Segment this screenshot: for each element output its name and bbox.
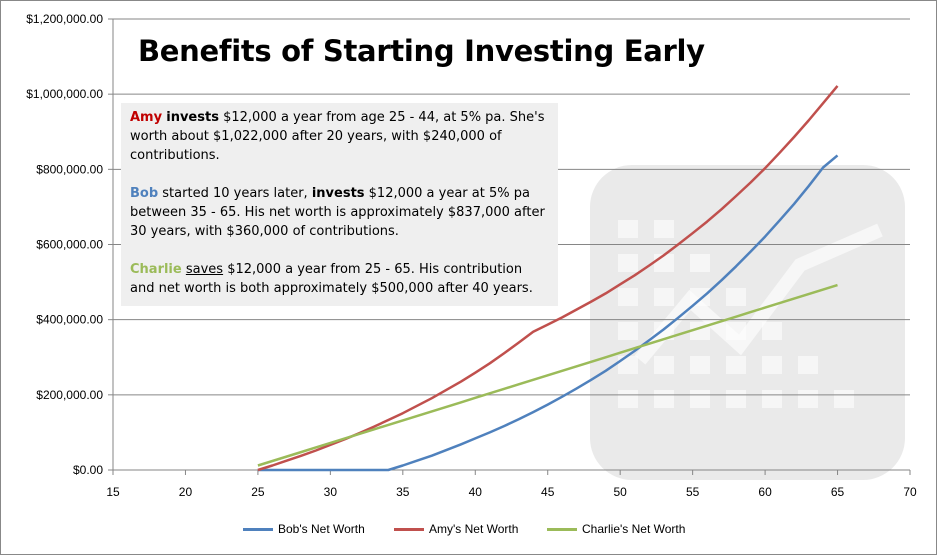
watermark-cell <box>690 390 710 408</box>
bob-name: Bob <box>130 186 159 201</box>
watermark-cell <box>690 356 710 374</box>
charlie-text: $12,000 a year from 25 - 65. His contrib… <box>130 262 533 296</box>
x-tick-label: 25 <box>251 485 265 499</box>
watermark-cell <box>762 390 782 408</box>
watermark-cell <box>798 390 818 408</box>
watermark-cell <box>726 390 746 408</box>
y-tick-label: $1,200,000.00 <box>26 12 103 26</box>
amy-note: Amy invests $12,000 a year from age 25 -… <box>130 108 550 165</box>
watermark-cell <box>618 356 638 374</box>
bob-text: $12,000 a year at 5% pa between 35 - 65.… <box>130 186 545 239</box>
x-tick-label: 35 <box>396 485 410 499</box>
x-axis-ticks: 15 20 25 30 35 40 45 50 55 60 65 70 <box>106 470 917 499</box>
legend-swatch-charlie <box>547 527 577 531</box>
y-tick-label: $800,000.00 <box>36 162 103 176</box>
bob-verb: invests <box>311 186 365 201</box>
y-tick-label: $1,000,000.00 <box>26 87 103 101</box>
y-tick-label: $0.00 <box>73 463 103 477</box>
legend: Bob's Net Worth Amy's Net Worth Charlie'… <box>0 522 937 538</box>
watermark-cell <box>618 322 638 340</box>
x-tick-label: 50 <box>614 485 628 499</box>
watermark-cell <box>618 254 638 272</box>
y-tick-label: $200,000.00 <box>36 388 103 402</box>
watermark-cell <box>654 390 674 408</box>
amy-name: Amy <box>130 110 163 125</box>
watermark-cell <box>654 356 674 374</box>
watermark-cell <box>726 288 746 306</box>
watermark-cell <box>798 356 818 374</box>
watermark-cell <box>618 220 638 238</box>
legend-item-charlie: Charlie's Net Worth <box>547 522 685 536</box>
x-tick-label: 15 <box>106 485 120 499</box>
y-axis-ticks: $0.00 $200,000.00 $400,000.00 $600,000.00 $8… <box>26 12 113 477</box>
y-tick-label: $400,000.00 <box>36 313 103 327</box>
x-tick-label: 20 <box>179 485 193 499</box>
bob-note: Bob started 10 years later, invests $12,… <box>130 184 550 241</box>
x-tick-label: 45 <box>541 485 555 499</box>
legend-item-bob: Bob's Net Worth <box>243 522 365 536</box>
x-tick-label: 70 <box>903 485 917 499</box>
legend-label-bob: Bob's Net Worth <box>278 522 365 536</box>
charlie-name: Charlie <box>130 262 182 277</box>
watermark-cell <box>690 254 710 272</box>
watermark-cell <box>834 390 854 408</box>
charlie-verb: saves <box>185 262 224 277</box>
amy-verb: invests <box>166 110 219 125</box>
amy-text: $12,000 a year from age 25 - 44, at 5% p… <box>130 110 545 163</box>
watermark-cell <box>726 356 746 374</box>
series-lines <box>257 85 839 472</box>
charlie-net-worth-line <box>257 283 838 467</box>
chart-title: Benefits of Starting Investing Early <box>138 34 705 68</box>
bob-pre: started 10 years later, <box>158 186 312 201</box>
x-tick-label: 65 <box>831 485 845 499</box>
x-tick-label: 40 <box>469 485 483 499</box>
legend-swatch-amy <box>394 527 424 531</box>
watermark-cell <box>618 390 638 408</box>
watermark-cell <box>762 356 782 374</box>
legend-label-charlie: Charlie's Net Worth <box>582 522 686 536</box>
chart-trend-watermark-icon <box>590 165 905 480</box>
watermark-cell <box>618 288 638 306</box>
x-tick-label: 60 <box>758 485 772 499</box>
watermark-cell <box>654 220 674 238</box>
legend-item-amy: Amy's Net Worth <box>394 522 518 536</box>
x-tick-label: 55 <box>686 485 700 499</box>
x-tick-label: 30 <box>324 485 338 499</box>
legend-label-amy: Amy's Net Worth <box>429 522 519 536</box>
y-tick-label: $600,000.00 <box>36 238 103 252</box>
bob-net-worth-line <box>257 154 839 472</box>
watermark-cell <box>762 322 782 340</box>
annotation-box: Amy invests $12,000 a year from age 25 -… <box>121 103 558 306</box>
legend-swatch-bob <box>243 527 273 531</box>
watermark-cell <box>654 288 674 306</box>
charlie-note: Charlie saves $12,000 a year from 25 - 6… <box>130 260 550 298</box>
